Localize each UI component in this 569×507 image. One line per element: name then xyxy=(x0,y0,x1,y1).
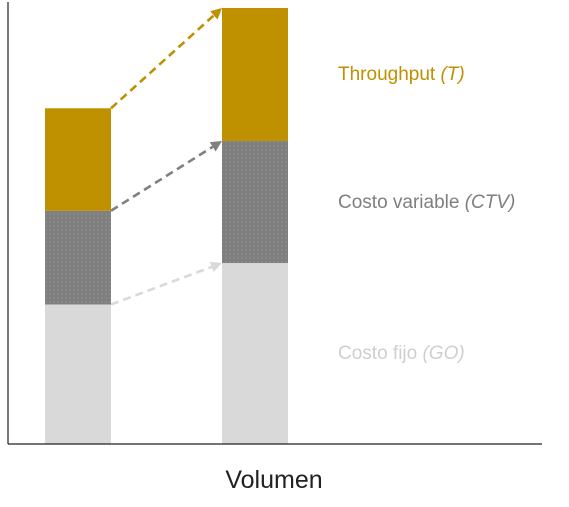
arrow-throughput xyxy=(110,14,215,110)
bar-group xyxy=(45,8,288,444)
bar-throughput-1 xyxy=(45,108,111,211)
arrow-group xyxy=(110,8,222,306)
legend-label: Costo variable xyxy=(338,192,460,213)
arrowhead-costo-variable xyxy=(209,140,222,152)
bar-texture-costo-variable-1 xyxy=(45,210,111,305)
bar-throughput-2 xyxy=(222,8,288,141)
bar-texture-costo-fijo-1 xyxy=(45,304,111,444)
legend-label: Throughput xyxy=(338,64,436,85)
bar-texture-costo-fijo-2 xyxy=(222,263,288,444)
legend-item-throughput: Throughput (T) xyxy=(338,64,465,86)
legend-abbr: (CTV) xyxy=(464,192,516,213)
arrow-costo-fijo xyxy=(110,265,213,306)
arrowhead-throughput xyxy=(210,8,222,20)
legend-item-costo-variable: Costo variable (CTV) xyxy=(338,192,515,214)
legend-label: Costo fijo xyxy=(338,343,418,364)
legend-abbr: (GO) xyxy=(422,343,465,364)
legend-abbr: (T) xyxy=(440,64,465,85)
arrow-costo-variable xyxy=(110,145,214,212)
x-axis-label: Volumen xyxy=(225,466,323,494)
bar-texture-costo-variable-2 xyxy=(222,140,288,264)
legend-item-costo-fijo: Costo fijo (GO) xyxy=(338,343,465,365)
arrowhead-costo-fijo xyxy=(209,261,222,273)
